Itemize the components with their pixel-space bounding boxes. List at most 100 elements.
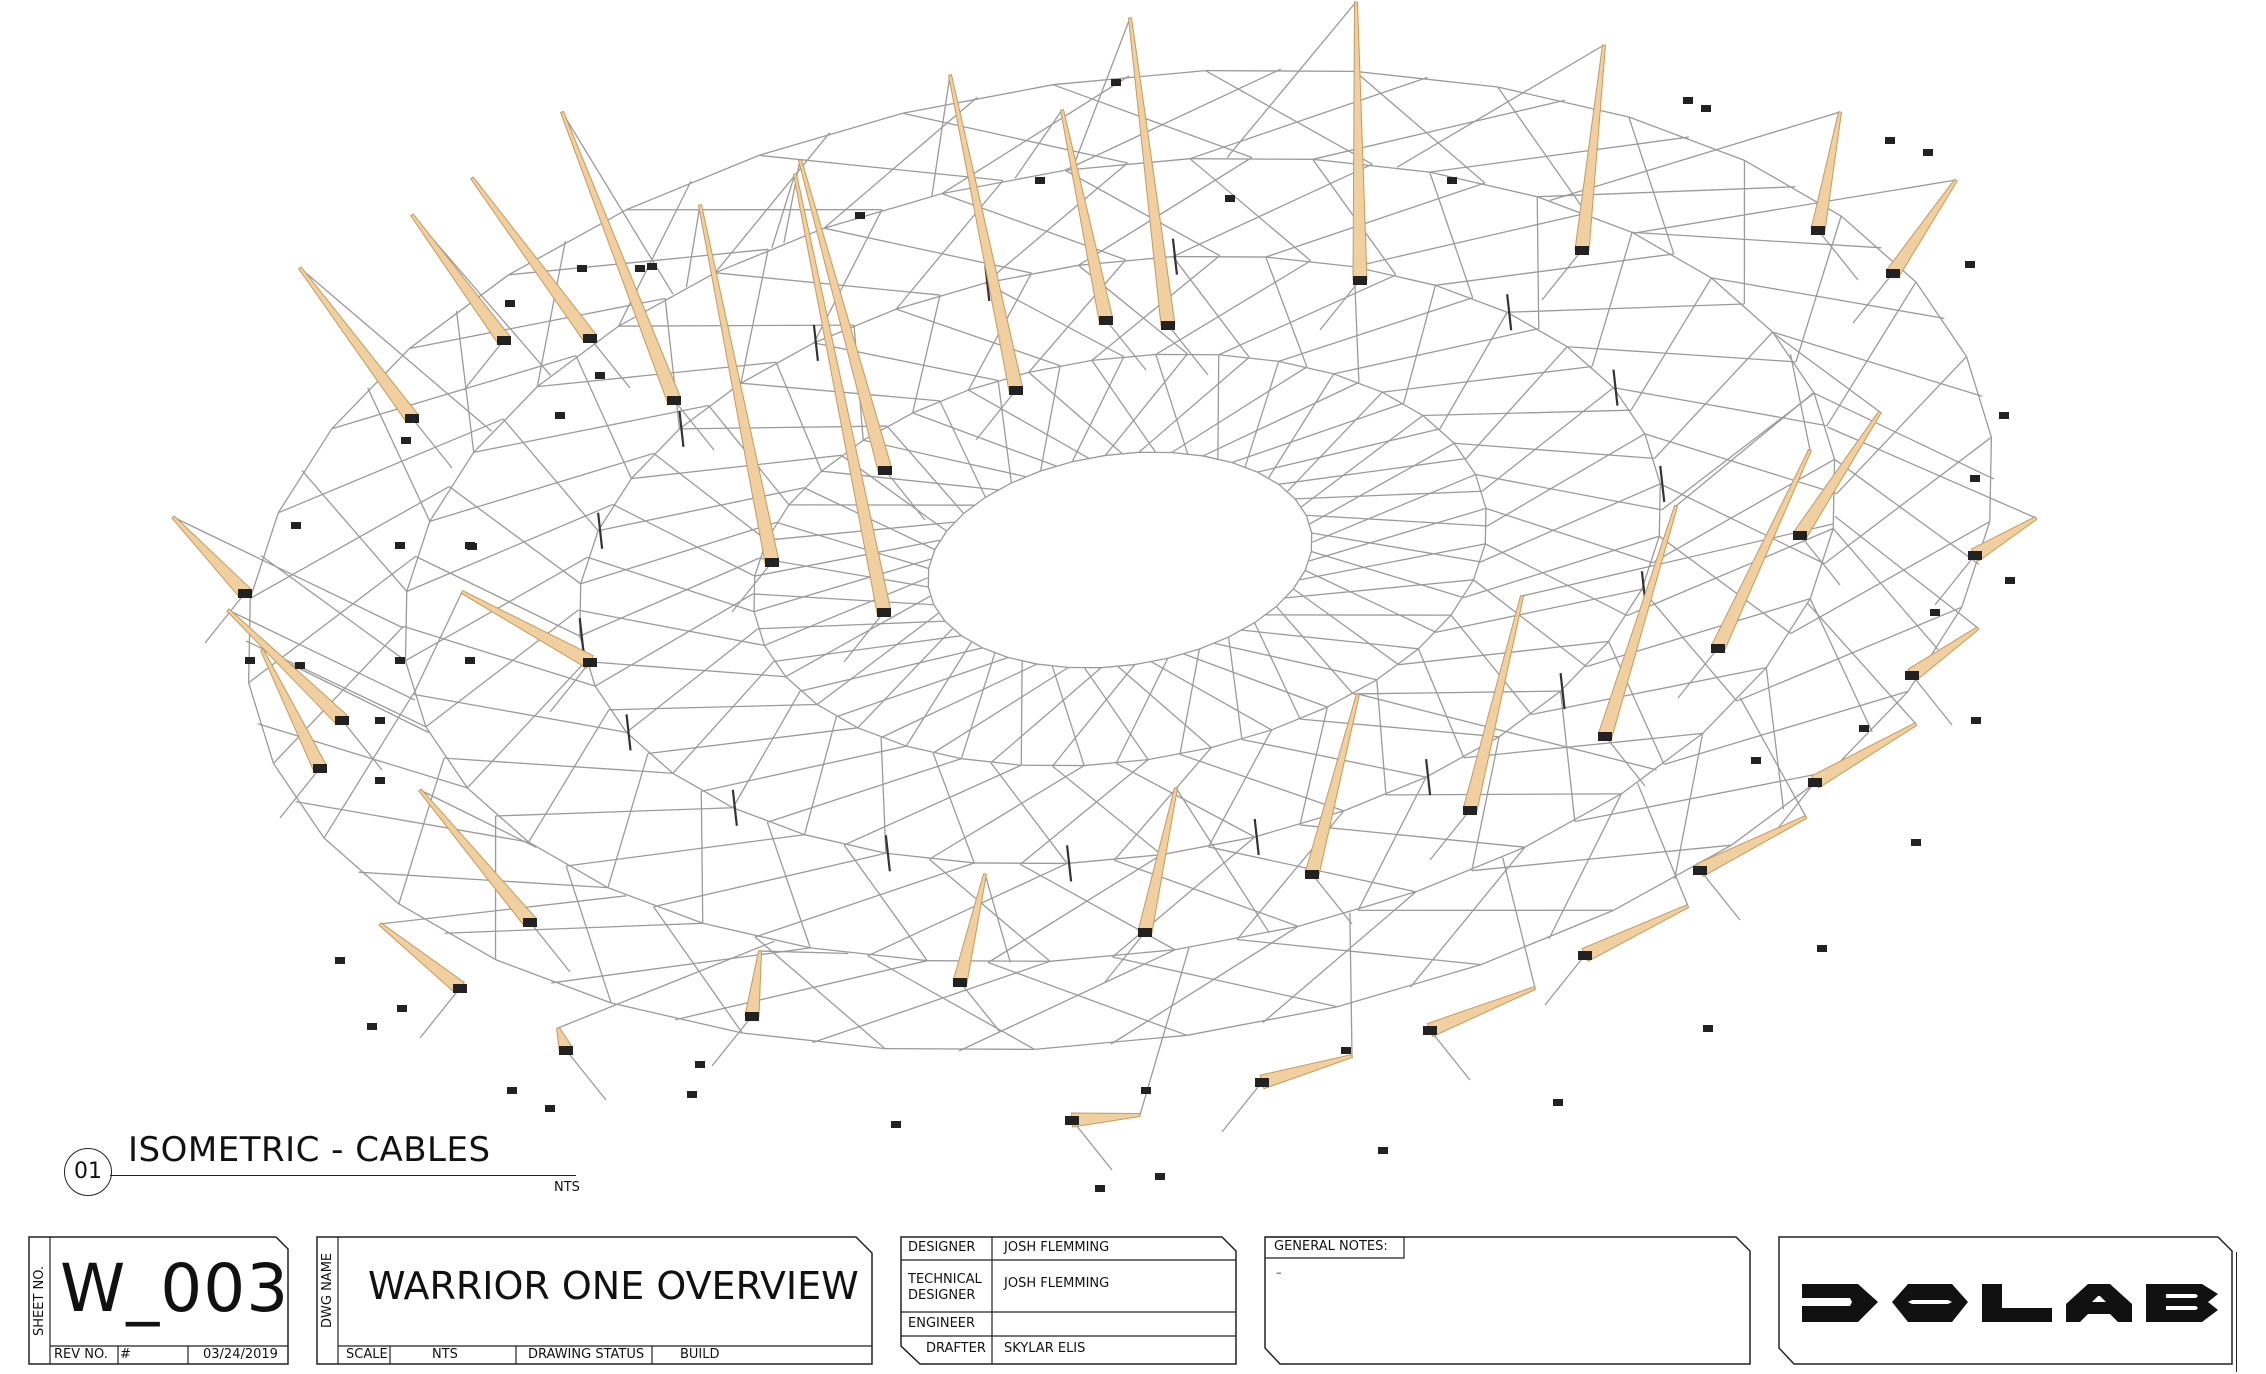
tie-cable — [1544, 954, 1586, 1006]
mesh-cable — [626, 628, 759, 733]
tie-cable — [565, 1049, 607, 1101]
ring-cable — [597, 478, 632, 532]
general-notes-body: – — [1276, 1266, 1282, 1279]
anchor — [1447, 177, 1457, 184]
mesh-cable — [1813, 392, 1995, 480]
anchor — [397, 1005, 407, 1012]
anchor — [695, 1061, 705, 1068]
mesh-cable — [1214, 642, 1377, 681]
tie-cable — [1167, 324, 1209, 376]
ring-cable — [961, 635, 983, 649]
mesh-cable — [1626, 527, 1834, 617]
mesh-cable — [1450, 614, 1532, 715]
mesh-cable — [1179, 648, 1201, 755]
mesh-cable — [1376, 679, 1387, 795]
logo-box — [1778, 1236, 2233, 1365]
mesh-cable — [278, 418, 504, 514]
logo-box-outline — [1778, 1236, 2233, 1365]
mesh-cable — [1834, 458, 1980, 565]
mesh-cable — [1309, 442, 1455, 525]
mast-group — [171, 1, 2038, 1128]
mesh-cable — [403, 625, 596, 687]
mast — [1886, 178, 1958, 278]
mast — [1127, 17, 1176, 327]
ring-cable — [1065, 158, 1191, 171]
mesh-cable — [1398, 640, 1609, 666]
mesh-cable — [1117, 666, 1212, 749]
mesh-cable — [767, 758, 962, 823]
ring-cable — [398, 903, 496, 961]
stay-cable — [1226, 1, 1357, 159]
tie-cable — [419, 987, 461, 1039]
mesh-cable — [1299, 543, 1486, 581]
mesh-cable — [1300, 415, 1424, 508]
mesh-cable — [249, 485, 450, 599]
mesh-cable — [1772, 331, 1983, 397]
ring-cable — [1292, 570, 1306, 590]
ring-cable — [963, 496, 986, 515]
anchor — [555, 412, 565, 419]
anchor — [1155, 1173, 1165, 1180]
mast-base — [1905, 671, 1919, 680]
ring-cable — [425, 726, 468, 789]
mesh-cable — [1439, 311, 1508, 430]
ring-cable — [1809, 528, 1834, 599]
mesh-cable — [1536, 196, 1540, 329]
mesh-cable — [1051, 664, 1136, 767]
mesh-cable — [580, 521, 777, 585]
mesh-cable — [1385, 793, 1622, 796]
mesh-cable — [1205, 70, 1373, 165]
anchor — [595, 372, 605, 379]
designer-name: JOSH FLEMMING — [1004, 1240, 1110, 1255]
mast-base — [1793, 531, 1807, 540]
strut — [731, 789, 738, 826]
mesh-cable — [958, 949, 1176, 1052]
dwg-name: WARRIOR ONE OVERVIEW — [368, 1264, 859, 1308]
tie-cable — [673, 399, 715, 451]
ring-cable — [934, 530, 948, 550]
mesh-cable — [1790, 521, 1991, 635]
anchor — [375, 777, 385, 784]
strut — [1659, 465, 1666, 502]
ring-cable — [1275, 588, 1294, 607]
mesh-cable — [1299, 706, 1328, 826]
tie-cable — [1105, 319, 1147, 371]
mesh-cable — [939, 400, 987, 498]
mesh-cable — [1217, 354, 1220, 459]
stay-cable — [379, 895, 627, 925]
mesh-cable — [1306, 514, 1488, 527]
mesh-cable — [1473, 579, 1587, 668]
mesh-cable — [1613, 387, 1828, 427]
mesh-cable — [367, 387, 431, 522]
anchor — [1999, 412, 2009, 419]
mesh-cable — [754, 862, 975, 938]
ring-cable — [758, 112, 903, 156]
mesh-cable — [1172, 163, 1373, 258]
anchor — [1970, 475, 1980, 482]
stay-cable — [1633, 179, 1957, 234]
ring-cable — [473, 386, 538, 453]
mesh-cable — [1663, 690, 1909, 766]
tie-cable — [1699, 869, 1741, 921]
notes-box-outline — [1264, 1236, 1751, 1365]
mesh-cable — [1244, 361, 1280, 468]
mesh-cable — [776, 521, 929, 570]
mast — [1810, 722, 1918, 789]
ring-cable — [272, 763, 325, 839]
ring-cable — [1560, 640, 1610, 692]
mast-base — [1255, 1078, 1269, 1087]
ring-cable — [985, 264, 1079, 284]
mesh-cable — [607, 753, 649, 888]
mesh-cable — [653, 852, 886, 908]
mast-base — [559, 1046, 573, 1055]
mast-base — [583, 658, 597, 667]
mesh-cable — [1548, 793, 1622, 940]
ring-cable — [249, 512, 279, 599]
mesh-cable — [1051, 665, 1085, 766]
anchor — [1683, 97, 1693, 104]
mesh-cable — [990, 762, 1068, 864]
ring-cable — [611, 1002, 743, 1034]
ring-cable — [528, 841, 609, 889]
mesh-cable — [536, 240, 566, 387]
anchor — [367, 1023, 377, 1030]
